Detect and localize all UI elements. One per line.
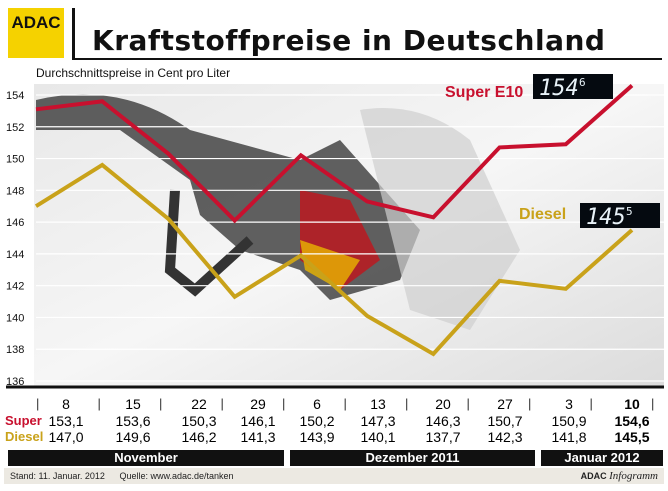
column-separator: | bbox=[466, 396, 470, 411]
y-tick-label: 148 bbox=[6, 185, 24, 197]
y-tick-label: 140 bbox=[6, 312, 24, 324]
date-label: 3 bbox=[565, 396, 573, 412]
y-tick-label: 136 bbox=[6, 376, 24, 388]
column-separator: | bbox=[589, 396, 593, 411]
column-separator: | bbox=[343, 396, 347, 411]
super-value: 147,3 bbox=[360, 413, 396, 429]
super-row-label: Super bbox=[5, 413, 42, 428]
column-separator: | bbox=[651, 396, 655, 411]
y-tick-label: 152 bbox=[6, 122, 24, 134]
date-label: 6 bbox=[313, 396, 321, 412]
diesel-value: 142,3 bbox=[487, 429, 523, 445]
column-separator: | bbox=[405, 396, 409, 411]
diesel-value: 141,3 bbox=[240, 429, 276, 445]
super-value: 150,3 bbox=[181, 413, 217, 429]
page-title: Kraftstoffpreise in Deutschland bbox=[92, 24, 606, 57]
logo-text: ADAC bbox=[11, 13, 61, 32]
diesel-price-display-decimal: 5 bbox=[626, 205, 633, 218]
super-value: 153,1 bbox=[48, 413, 84, 429]
brand-infogramm: Infogramm bbox=[609, 470, 658, 482]
month-january: Januar 2012 bbox=[541, 450, 663, 466]
month-december: Dezember 2011 bbox=[290, 450, 535, 466]
month-november: November bbox=[8, 450, 284, 466]
diesel-value: 147,0 bbox=[48, 429, 84, 445]
diesel-price-display: 145 bbox=[586, 205, 626, 230]
date-label: 29 bbox=[250, 396, 266, 412]
date-label: 27 bbox=[497, 396, 513, 412]
date-label: 22 bbox=[191, 396, 207, 412]
super-legend-label: Super E10 bbox=[445, 84, 523, 101]
stand-text: Stand: 11. Januar. 2012 bbox=[10, 471, 105, 481]
super-value: 154,6 bbox=[614, 413, 650, 429]
fuel-pump-image bbox=[360, 108, 520, 330]
y-tick-label: 144 bbox=[6, 249, 24, 261]
brand-text: ADAC bbox=[580, 471, 607, 481]
date-label: 13 bbox=[370, 396, 386, 412]
column-separator: | bbox=[36, 396, 40, 411]
super-line bbox=[35, 83, 634, 224]
diesel-line bbox=[34, 162, 634, 357]
diesel-value: 137,7 bbox=[425, 429, 461, 445]
chart: 136 138 140 142 144 146 148 150 152 154 Super E10 D… bbox=[6, 74, 664, 389]
super-price-display: 154 bbox=[539, 76, 579, 101]
super-value: 146,3 bbox=[425, 413, 461, 429]
super-value: 150,7 bbox=[487, 413, 523, 429]
diesel-price-display-box bbox=[580, 203, 660, 228]
super-value: 153,6 bbox=[115, 413, 151, 429]
super-value: 150,9 bbox=[551, 413, 587, 429]
diesel-value: 143,9 bbox=[299, 429, 335, 445]
column-separator: | bbox=[159, 396, 163, 411]
y-tick-label: 150 bbox=[6, 154, 24, 166]
flag-gold bbox=[300, 240, 360, 290]
diesel-row-label: Diesel bbox=[5, 429, 44, 444]
diesel-value: 145,5 bbox=[614, 429, 650, 445]
diesel-legend-label: Diesel bbox=[519, 206, 566, 223]
date-label: 10 bbox=[624, 396, 640, 412]
divider bbox=[72, 58, 662, 60]
adac-logo: ADAC bbox=[8, 8, 64, 58]
y-tick-label: 146 bbox=[6, 217, 24, 229]
super-value: 150,2 bbox=[299, 413, 335, 429]
y-tick-label: 138 bbox=[6, 344, 24, 356]
date-label: 20 bbox=[435, 396, 451, 412]
super-price-display-decimal: 6 bbox=[579, 76, 586, 89]
footer: Stand: 11. Januar. 2012 Quelle: www.adac… bbox=[4, 468, 664, 484]
super-price-display-box bbox=[533, 74, 613, 99]
column-separator: | bbox=[220, 396, 224, 411]
diesel-value: 149,6 bbox=[115, 429, 151, 445]
column-separator: | bbox=[282, 396, 286, 411]
date-label: 15 bbox=[125, 396, 141, 412]
diesel-value: 146,2 bbox=[181, 429, 217, 445]
source-text: Quelle: www.adac.de/tanken bbox=[119, 471, 234, 481]
super-value: 146,1 bbox=[240, 413, 276, 429]
column-separator: | bbox=[97, 396, 101, 411]
date-label: 8 bbox=[62, 396, 70, 412]
y-tick-label: 154 bbox=[6, 90, 24, 102]
y-tick-label: 142 bbox=[6, 281, 24, 293]
diesel-value: 140,1 bbox=[360, 429, 396, 445]
diesel-value: 141,8 bbox=[551, 429, 587, 445]
divider bbox=[72, 8, 75, 58]
column-separator: | bbox=[528, 396, 532, 411]
chart-subtitle: Durchschnittspreise in Cent pro Liter bbox=[36, 66, 231, 80]
nozzle-trigger bbox=[164, 189, 254, 297]
